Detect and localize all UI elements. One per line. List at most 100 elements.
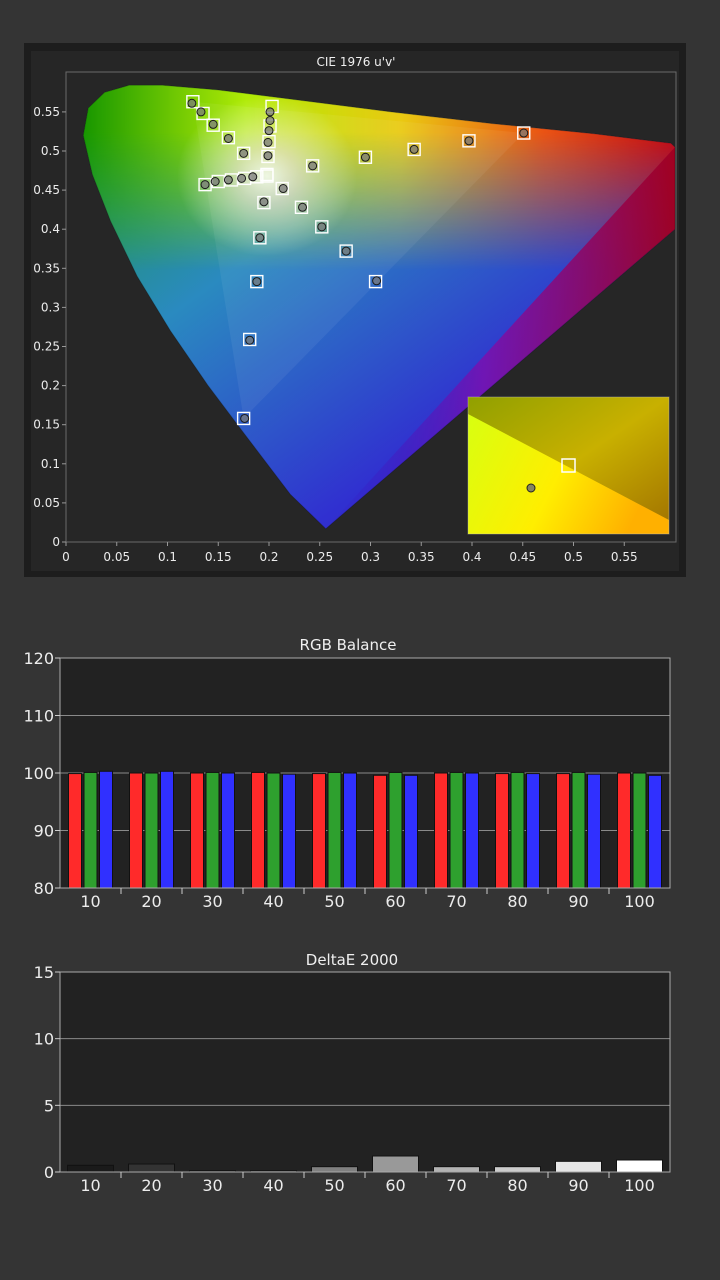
x-tick-label: 10 bbox=[80, 1176, 100, 1195]
rgb-bar bbox=[648, 774, 662, 889]
inset-measured-point bbox=[526, 483, 536, 493]
y-tick-label: 0.35 bbox=[33, 261, 60, 275]
x-tick-label: 40 bbox=[263, 1176, 283, 1195]
rgb-bar bbox=[68, 773, 82, 889]
measured-point bbox=[187, 98, 197, 108]
rgb-bar bbox=[327, 771, 342, 889]
deltae-title: DeltaE 2000 bbox=[306, 951, 398, 969]
y-tick-label: 10 bbox=[34, 1030, 54, 1049]
target-marker bbox=[517, 126, 531, 140]
measured-point bbox=[360, 152, 370, 162]
cie-points bbox=[186, 95, 531, 426]
cie-y-axis: 0 0.05 0.1 0.15 0.2 0.25 0.3 0.35 0.4 0.45 0.5 0.55 bbox=[33, 105, 66, 549]
measured-point bbox=[223, 133, 233, 143]
target-marker bbox=[186, 95, 200, 109]
rgb-bar bbox=[404, 774, 418, 889]
y-tick-label: 0.05 bbox=[33, 496, 60, 510]
y-tick-label: 0.25 bbox=[33, 340, 60, 354]
measured-point bbox=[255, 233, 265, 243]
measured-point bbox=[263, 137, 273, 147]
measured-point bbox=[245, 335, 255, 345]
rgb-bar bbox=[449, 771, 464, 889]
deltae-bar bbox=[372, 1155, 419, 1173]
rgb-bar bbox=[556, 773, 570, 889]
deltae-plot-bg bbox=[60, 972, 670, 1172]
white-target-marker bbox=[260, 169, 274, 183]
x-tick-label: 90 bbox=[568, 1176, 588, 1195]
measured-point bbox=[237, 173, 247, 183]
deltae-bar bbox=[494, 1166, 541, 1173]
deltae-x-axis: 10 20 30 40 50 60 70 80 90 100 bbox=[80, 1172, 655, 1195]
target-marker bbox=[236, 411, 251, 426]
y-tick-label: 100 bbox=[23, 764, 54, 783]
target-marker bbox=[407, 142, 421, 157]
measured-point bbox=[297, 202, 307, 212]
x-tick-label: 10 bbox=[80, 892, 100, 910]
target-marker bbox=[339, 244, 353, 258]
gamut-area bbox=[192, 101, 524, 419]
x-tick-label: 60 bbox=[385, 892, 405, 910]
x-tick-label: 50 bbox=[324, 892, 344, 910]
x-tick-label: 0.2 bbox=[259, 550, 278, 564]
rgb-bar bbox=[434, 772, 448, 889]
cie-x-axis: 0 0.05 0.1 0.15 0.2 0.25 0.3 0.35 0.4 0.45 0.5 0.55 bbox=[62, 542, 638, 564]
rgb-bar bbox=[343, 772, 357, 889]
y-tick-label: 0.4 bbox=[41, 222, 60, 236]
rgb-bars bbox=[68, 770, 662, 889]
measured-point bbox=[263, 151, 273, 161]
x-tick-label: 80 bbox=[507, 892, 527, 910]
x-tick-label: 0.3 bbox=[361, 550, 380, 564]
target-marker bbox=[368, 274, 383, 289]
cie-chart: CIE 1976 u'v' 0 0.05 0.1 0.15 0.2 0.25 0.3 0.35… bbox=[24, 43, 686, 577]
x-tick-label: 0.05 bbox=[103, 550, 130, 564]
y-tick-label: 80 bbox=[34, 879, 54, 898]
target-marker bbox=[294, 200, 309, 215]
rgb-bar bbox=[388, 771, 403, 889]
inset-target-marker bbox=[561, 458, 576, 473]
measured-point bbox=[196, 107, 206, 117]
rgb-bar bbox=[465, 772, 479, 889]
deltae-bar bbox=[128, 1163, 175, 1173]
measured-point bbox=[317, 222, 327, 232]
measured-point bbox=[341, 246, 351, 256]
x-tick-label: 0 bbox=[62, 550, 70, 564]
x-tick-label: 60 bbox=[385, 1176, 405, 1195]
deltae-y-axis: 0 5 10 15 bbox=[34, 963, 60, 1182]
rgb-bar bbox=[510, 771, 525, 889]
y-tick-label: 120 bbox=[23, 649, 54, 668]
y-tick-label: 0 bbox=[44, 1163, 54, 1182]
target-marker bbox=[236, 146, 251, 161]
deltae-chart: DeltaE 2000 0 5 10 15 10 20 30 40 50 60 70 80 90 100 bbox=[34, 951, 671, 1195]
x-tick-label: 90 bbox=[568, 892, 588, 910]
measured-point bbox=[200, 180, 210, 190]
measured-point bbox=[252, 277, 262, 287]
rgb-bar bbox=[99, 770, 113, 889]
measured-point bbox=[409, 144, 419, 154]
rgb-bar bbox=[526, 773, 540, 889]
measured-point bbox=[278, 184, 288, 194]
x-tick-label: 0.4 bbox=[462, 550, 481, 564]
deltae-bar bbox=[311, 1166, 358, 1173]
target-marker bbox=[261, 149, 275, 164]
measured-point bbox=[264, 126, 274, 136]
rgb-bar bbox=[571, 771, 586, 889]
y-tick-label: 0.2 bbox=[41, 379, 60, 393]
measured-point bbox=[519, 128, 529, 138]
rgb-bar bbox=[587, 773, 601, 889]
target-marker bbox=[462, 134, 476, 148]
rgb-title: RGB Balance bbox=[300, 636, 397, 654]
measured-point bbox=[372, 276, 382, 286]
measured-point bbox=[265, 116, 275, 126]
rgb-bar bbox=[190, 772, 204, 889]
target-marker bbox=[250, 274, 264, 289]
locus-outline bbox=[82, 84, 676, 530]
x-tick-label: 0.35 bbox=[408, 550, 435, 564]
target-marker bbox=[243, 332, 257, 347]
x-tick-label: 30 bbox=[202, 892, 222, 910]
measured-point bbox=[308, 161, 318, 171]
rgb-bar bbox=[205, 771, 220, 889]
target-marker bbox=[305, 159, 320, 173]
gamut-triangle bbox=[192, 101, 524, 419]
y-tick-label: 0.5 bbox=[41, 144, 60, 158]
measured-point bbox=[259, 197, 269, 207]
